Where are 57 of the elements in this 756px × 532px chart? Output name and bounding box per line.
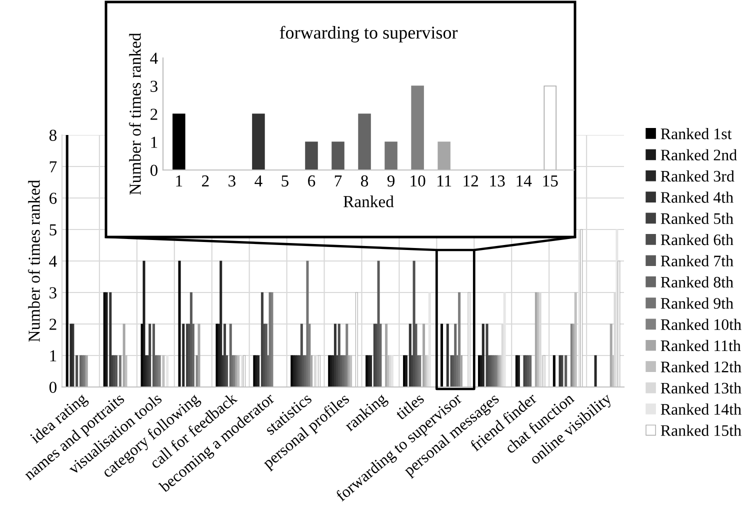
legend-label: Ranked 1st [660, 128, 732, 140]
legend-label: Ranked 8th [660, 276, 734, 288]
bar [411, 86, 424, 170]
x-tick-label: 7 [334, 176, 342, 186]
legend-label: Ranked 2nd [660, 149, 737, 160]
x-tick-label: 10 [410, 175, 426, 187]
bar [384, 142, 398, 170]
x-tick-label: 13 [490, 175, 505, 187]
y-tick-label: 0 [150, 164, 158, 176]
y-tick-label: 1 [151, 136, 158, 148]
y-tick-label: 0 [49, 382, 57, 393]
y-tick-label: 8 [49, 130, 57, 141]
y-tick-label: 4 [49, 256, 57, 267]
bar [252, 114, 265, 170]
y-tick-label: 6 [50, 192, 57, 204]
legend-label: Ranked 9th [660, 298, 734, 309]
legend-label: Ranked 14th [660, 404, 742, 415]
chart-title: forwarding to supervisor [280, 26, 458, 42]
x-tick-label: 4 [254, 175, 262, 186]
x-tick-label: 1 [176, 175, 182, 186]
legend-label: Ranked 7th [660, 255, 734, 266]
x-tick-label: 8 [360, 175, 368, 187]
y-tick-label: 2 [50, 318, 56, 330]
bar [305, 142, 318, 170]
bar [544, 86, 557, 170]
legend-label: Ranked 11th [660, 340, 741, 352]
x-tick-label: 5 [282, 176, 288, 187]
bar [438, 142, 450, 170]
y-tick-label: 1 [50, 350, 56, 362]
legend-label: Ranked 10th [660, 318, 742, 330]
x-axis-title: Ranked [344, 196, 394, 208]
legend-label: Ranked 15th [660, 424, 742, 436]
y-tick-label: 7 [50, 161, 57, 172]
x-tick-label: 14 [516, 175, 532, 186]
x-tick-label: 9 [387, 175, 395, 187]
bar [172, 114, 186, 170]
x-tick-label: 3 [228, 175, 236, 187]
legend-label: Ranked 3rd [660, 170, 734, 182]
y-axis-title: Number of times ranked [128, 32, 141, 195]
y-tick-label: 3 [50, 287, 56, 298]
x-tick-label: 6 [308, 175, 316, 187]
x-tick-label: 11 [438, 175, 452, 186]
legend-label: Ranked 13th [660, 382, 742, 394]
y-tick-label: 4 [150, 52, 158, 64]
x-tick-label: 12 [464, 175, 478, 186]
y-tick-label: 5 [50, 224, 56, 236]
y-tick-label: 3 [150, 80, 158, 92]
bar [332, 142, 344, 170]
legend-label: Ranked 4th [660, 192, 734, 203]
y-tick-label: 2 [150, 108, 158, 120]
x-tick-label: 2 [202, 175, 209, 186]
legend-label: Ranked 5th [660, 212, 734, 224]
legend-label: Ranked 12th [660, 361, 742, 372]
x-tick-label: 15 [543, 175, 558, 187]
y-axis-title: Number of times ranked [28, 180, 40, 342]
legend-label: Ranked 6th [660, 234, 734, 246]
bar [358, 114, 371, 170]
